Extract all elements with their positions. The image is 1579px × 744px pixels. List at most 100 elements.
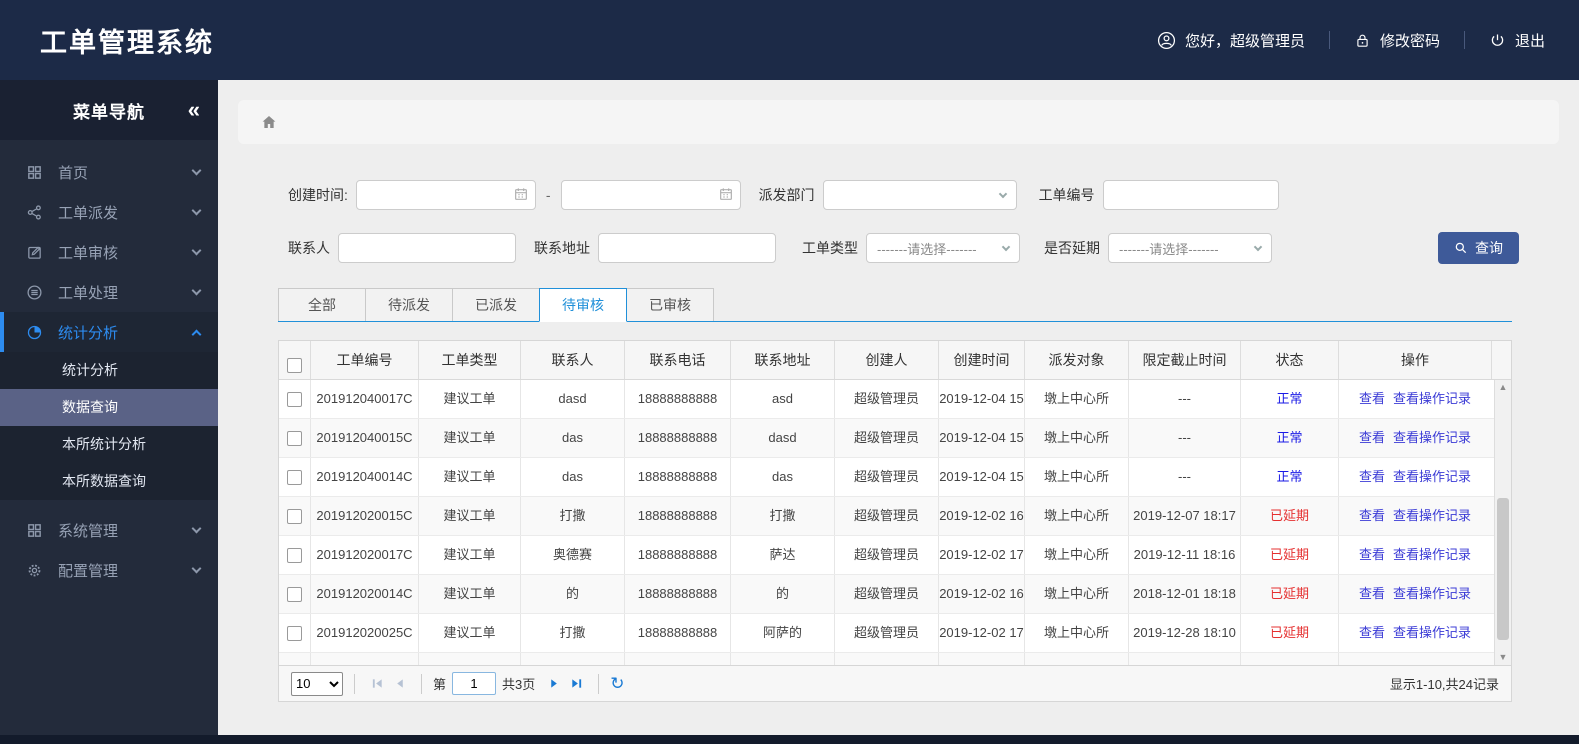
prev-page-icon[interactable] — [388, 673, 410, 695]
top-header: 工单管理系统 您好，超级管理员 修改密码 退出 — [0, 0, 1579, 80]
change-password-button[interactable]: 修改密码 — [1354, 30, 1440, 51]
page-size-select[interactable]: 10 — [291, 671, 343, 696]
cell-order_type: 建议工单 — [419, 497, 521, 535]
table-row: 201912040017C 建议工单 dasd 18888888888 asd 超级管理员… — [279, 380, 1495, 419]
view-link[interactable]: 查看 — [1358, 469, 1385, 484]
user-menu[interactable]: 您好，超级管理员 — [1157, 30, 1305, 51]
sidebar-item-process[interactable]: 工单处理 — [0, 272, 218, 312]
cell-actions — [1339, 653, 1491, 665]
page-number-input[interactable] — [452, 672, 497, 695]
tab-to-dispatch[interactable]: 待派发 — [365, 288, 453, 321]
logout-button[interactable]: 退出 — [1489, 30, 1545, 51]
cell-contact: das — [521, 458, 625, 496]
sidebar-subitem-statistics-analysis[interactable]: 统计分析 — [62, 362, 118, 378]
row-checkbox[interactable] — [279, 575, 311, 613]
tab-dispatched[interactable]: 已派发 — [452, 288, 540, 321]
view-log-link[interactable]: 查看操作记录 — [1393, 586, 1472, 601]
sidebar-item-config[interactable]: 配置管理 — [0, 550, 218, 590]
view-link[interactable]: 查看 — [1358, 586, 1385, 601]
refresh-icon[interactable]: ↻ — [610, 674, 625, 693]
cell-create_time: 2019-12-02 16 — [939, 575, 1025, 613]
cell-address: 萨达 — [731, 536, 835, 574]
cell-status: 已延期 — [1241, 614, 1339, 652]
cell-creator: 超级管理员 — [835, 380, 939, 418]
row-checkbox[interactable] — [279, 419, 311, 457]
cell-order_type: 建议工单 — [419, 458, 521, 496]
view-log-link[interactable]: 查看操作记录 — [1393, 469, 1472, 484]
row-checkbox[interactable] — [279, 614, 311, 652]
create-time-end-input[interactable] — [560, 180, 741, 210]
cell-creator: 超级管理员 — [835, 536, 939, 574]
last-page-icon[interactable] — [565, 673, 587, 695]
sidebar-subitem-branch-data-query[interactable]: 本所数据查询 — [62, 473, 146, 489]
create-time-start-input[interactable] — [355, 180, 536, 210]
sidebar-item-statistics[interactable]: 统计分析 — [0, 312, 218, 352]
cell-actions: 查看 查看操作记录 — [1339, 419, 1491, 457]
contact-label: 联系人 — [288, 240, 330, 256]
tab-all[interactable]: 全部 — [278, 288, 366, 321]
row-checkbox[interactable] — [279, 380, 311, 418]
calendar-icon[interactable] — [513, 186, 529, 202]
collapse-sidebar-icon[interactable]: « — [187, 97, 200, 122]
cell-create_time: 2019-12-02 17 — [939, 536, 1025, 574]
status-tabs: 全部 待派发 已派发 待审核 已审核 — [278, 288, 1512, 322]
select-all-checkbox[interactable] — [279, 341, 311, 379]
sidebar-item-system[interactable]: 系统管理 — [0, 510, 218, 550]
order-no-input[interactable] — [1102, 180, 1279, 210]
cell-contact — [521, 653, 625, 665]
home-icon[interactable] — [260, 113, 278, 131]
sidebar-subitem-branch-statistics[interactable]: 本所统计分析 — [62, 436, 146, 452]
next-page-icon[interactable] — [543, 673, 565, 695]
view-log-link[interactable]: 查看操作记录 — [1393, 547, 1472, 562]
cell-dispatch_target: 墩上中心所 — [1025, 575, 1129, 613]
view-link[interactable]: 查看 — [1358, 430, 1385, 445]
tab-reviewed[interactable]: 已审核 — [626, 288, 714, 321]
view-log-link[interactable]: 查看操作记录 — [1393, 391, 1472, 406]
sidebar-item-dispatch[interactable]: 工单派发 — [0, 192, 218, 232]
cell-actions: 查看 查看操作记录 — [1339, 458, 1491, 496]
dispatch-dept-label: 派发部门 — [758, 187, 815, 203]
view-log-link[interactable]: 查看操作记录 — [1393, 625, 1472, 640]
row-checkbox[interactable] — [279, 458, 311, 496]
view-link[interactable]: 查看 — [1358, 547, 1385, 562]
view-link[interactable]: 查看 — [1358, 508, 1385, 523]
scrollbar-thumb[interactable] — [1497, 498, 1509, 640]
sidebar-item-review[interactable]: 工单审核 — [0, 232, 218, 272]
order-type-select[interactable]: -------请选择------- — [866, 233, 1020, 263]
view-link[interactable]: 查看 — [1358, 391, 1385, 406]
is-delayed-select[interactable]: -------请选择------- — [1108, 233, 1272, 263]
view-link[interactable]: 查看 — [1358, 625, 1385, 640]
view-log-link[interactable]: 查看操作记录 — [1393, 430, 1472, 445]
row-checkbox[interactable] — [279, 497, 311, 535]
row-checkbox[interactable] — [279, 536, 311, 574]
cell-create_time: 2019-12-04 15 — [939, 380, 1025, 418]
scroll-down-icon[interactable]: ▼ — [1498, 652, 1508, 662]
sidebar-subitem-data-query[interactable]: 数据查询 — [0, 389, 218, 426]
sidebar-item-label: 首页 — [58, 164, 89, 182]
calendar-icon[interactable] — [718, 186, 734, 202]
cell-phone: 18888888888 — [625, 536, 731, 574]
cell-creator: 超级管理员 — [835, 458, 939, 496]
cell-address: 阿萨的 — [731, 614, 835, 652]
is-delayed-label: 是否延期 — [1044, 240, 1100, 256]
dispatch-dept-select[interactable] — [822, 180, 1017, 210]
table-row: 201912020017C 建议工单 奥德赛 18888888888 萨达 超级管理员 20… — [279, 536, 1495, 575]
cell-actions: 查看 查看操作记录 — [1339, 536, 1491, 574]
edit-icon — [24, 242, 44, 262]
contact-input[interactable] — [338, 233, 516, 263]
first-page-icon[interactable] — [366, 673, 388, 695]
row-checkbox[interactable] — [279, 653, 311, 665]
range-separator: - — [545, 187, 551, 203]
sidebar-item-label: 系统管理 — [58, 522, 119, 540]
scroll-up-icon[interactable]: ▲ — [1498, 382, 1508, 392]
sidebar-item-home[interactable]: 首页 — [0, 152, 218, 192]
vertical-scrollbar[interactable]: ▲ ▼ — [1494, 380, 1511, 665]
search-button[interactable]: 查询 — [1438, 232, 1519, 264]
cell-contact: das — [521, 419, 625, 457]
column-header: 工单类型 — [419, 341, 521, 379]
table-row — [279, 653, 1495, 665]
tab-pending-review[interactable]: 待审核 — [539, 288, 627, 322]
view-log-link[interactable]: 查看操作记录 — [1393, 508, 1472, 523]
address-input[interactable] — [598, 233, 776, 263]
table-row: 201912020014C 建议工单的 18888888888 的超级管理员 2019-… — [279, 575, 1495, 614]
